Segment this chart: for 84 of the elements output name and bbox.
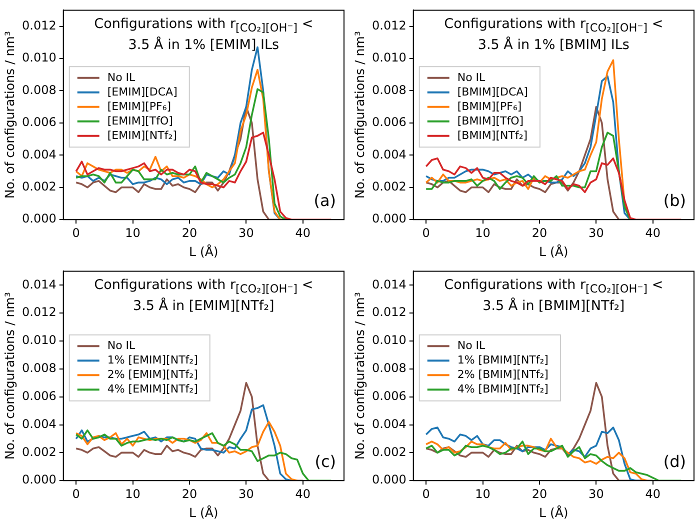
- y-tick-label: 0.010: [372, 50, 406, 65]
- legend-label: [BMIM][PF₆]: [457, 100, 522, 113]
- y-tick-label: 0.014: [22, 277, 56, 292]
- chart-title: Configurations with r$_{[CO₂][OH⁻]}$ < 3.5 Å in 1% [BMIM] ILs: [444, 16, 664, 53]
- x-axis-title: L (Å): [189, 504, 218, 520]
- y-tick-label: 0.000: [372, 212, 406, 226]
- chart-title: Configurations with r$_{[CO₂][OH⁻]}$ < 3.5 Å in [EMIM][NTf₂]: [94, 277, 314, 314]
- x-tick-label: 10: [475, 226, 490, 240]
- annotation: (b): [663, 190, 686, 210]
- legend-label: No IL: [107, 70, 136, 84]
- x-tick-label: 40: [645, 226, 661, 240]
- y-tick-label: 0.004: [22, 416, 56, 431]
- y-tick-label: 0.008: [372, 82, 406, 97]
- x-tick-label: 0: [422, 226, 430, 240]
- legend-label: [EMIM][DCA]: [107, 85, 178, 98]
- y-tick-label: 0.002: [372, 180, 406, 194]
- y-tick-label: 0.008: [22, 82, 56, 97]
- legend-label: 2% [EMIM][NTf₂]: [107, 368, 198, 382]
- y-tick-label: 0.012: [372, 305, 406, 320]
- y-tick-label: 0.004: [372, 147, 406, 162]
- x-tick-label: 30: [238, 226, 254, 240]
- y-axis-title: No. of configurations / nm³: [352, 292, 367, 460]
- legend-label: [BMIM][DCA]: [457, 85, 528, 98]
- y-tick-label: 0.012: [372, 18, 406, 32]
- x-tick-label: 20: [182, 486, 198, 501]
- chart-title: Configurations with r$_{[CO₂][OH⁻]}$ < 3.5 Å in [BMIM][NTf₂]: [444, 277, 664, 314]
- y-tick-label: 0.006: [372, 388, 406, 403]
- y-tick-label: 0.012: [22, 305, 56, 320]
- x-tick-label: 0: [72, 486, 80, 501]
- x-axis-title: L (Å): [189, 244, 218, 259]
- x-tick-label: 10: [125, 486, 140, 501]
- annotation: (d): [663, 452, 686, 471]
- y-tick-label: 0.010: [22, 333, 56, 348]
- y-tick-label: 0.000: [22, 212, 56, 226]
- y-tick-label: 0.002: [22, 180, 56, 194]
- y-tick-label: 0.002: [22, 444, 56, 459]
- y-tick-label: 0.006: [372, 115, 406, 130]
- x-tick-label: 20: [182, 226, 198, 240]
- legend-label: [EMIM][NTf₂]: [107, 128, 177, 142]
- x-axis-title: L (Å): [539, 244, 568, 259]
- y-tick-label: 0.004: [22, 147, 56, 162]
- legend-label: No IL: [457, 70, 486, 84]
- y-axis-title: No. of configurations / nm³: [2, 292, 17, 460]
- y-tick-label: 0.010: [22, 50, 56, 65]
- legend-label: 4% [BMIM][NTf₂]: [457, 382, 548, 396]
- y-tick-label: 0.010: [372, 333, 406, 348]
- legend-label: 4% [EMIM][NTf₂]: [107, 382, 198, 396]
- x-tick-label: 20: [532, 486, 548, 501]
- legend-label: [EMIM][TfO]: [107, 114, 173, 128]
- x-axis-title: L (Å): [539, 504, 568, 520]
- y-axis-title: No. of configurations / nm³: [2, 31, 17, 199]
- x-tick-label: 0: [422, 486, 430, 501]
- y-tick-label: 0.000: [372, 472, 406, 487]
- chart-title: Configurations with r$_{[CO₂][OH⁻]}$ < 3.5 Å in 1% [EMIM] ILs: [94, 16, 314, 53]
- x-tick-label: 30: [588, 226, 604, 240]
- y-tick-label: 0.008: [22, 361, 56, 376]
- legend-label: [BMIM][TfO]: [457, 114, 524, 128]
- y-tick-label: 0.014: [372, 277, 406, 292]
- x-tick-label: 40: [295, 226, 311, 240]
- y-tick-label: 0.004: [372, 416, 406, 431]
- y-tick-label: 0.012: [22, 18, 56, 32]
- x-tick-label: 30: [588, 486, 604, 501]
- annotation: (c): [314, 452, 336, 471]
- y-axis-title: No. of configurations / nm³: [352, 31, 367, 199]
- x-tick-label: 40: [295, 486, 311, 501]
- annotation: (a): [314, 190, 336, 210]
- legend-label: No IL: [107, 339, 136, 352]
- x-tick-label: 30: [238, 486, 254, 501]
- y-tick-label: 0.000: [22, 472, 56, 487]
- legend-label: 2% [BMIM][NTf₂]: [457, 368, 548, 382]
- legend-label: No IL: [457, 339, 486, 352]
- y-tick-label: 0.006: [22, 388, 56, 403]
- legend-label: 1% [EMIM][NTf₂]: [107, 354, 198, 367]
- legend-label: [EMIM][PF₆]: [107, 100, 172, 113]
- legend-label: [BMIM][NTf₂]: [457, 128, 528, 142]
- x-tick-label: 10: [125, 226, 140, 240]
- x-tick-label: 10: [475, 486, 490, 501]
- y-tick-label: 0.008: [372, 361, 406, 376]
- x-tick-label: 20: [532, 226, 548, 240]
- y-tick-label: 0.006: [22, 115, 56, 130]
- x-tick-label: 40: [645, 486, 661, 501]
- x-tick-label: 0: [72, 226, 80, 240]
- legend-label: 1% [BMIM][NTf₂]: [457, 354, 548, 367]
- y-tick-label: 0.002: [372, 444, 406, 459]
